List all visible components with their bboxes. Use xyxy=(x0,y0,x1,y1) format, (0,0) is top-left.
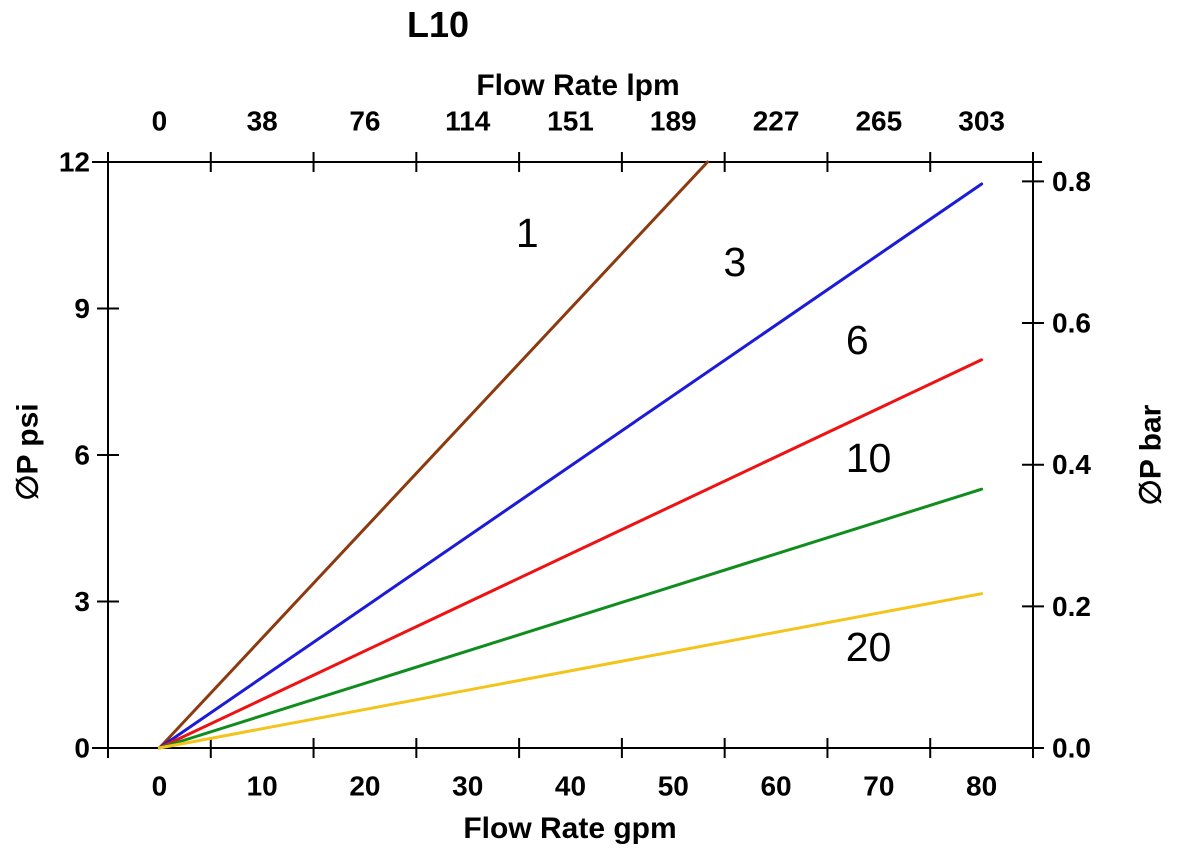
bottom-tick-label: 10 xyxy=(247,771,278,802)
top-tick-label: 151 xyxy=(547,106,594,137)
top-tick-label: 114 xyxy=(445,106,491,137)
top-tick-label: 76 xyxy=(349,106,380,137)
series-group xyxy=(157,160,984,750)
left-tick-label: 6 xyxy=(74,440,90,471)
left-tick-label: 3 xyxy=(74,586,90,617)
top-tick-label: 227 xyxy=(753,106,800,137)
top-axis-title: Flow Rate lpm xyxy=(476,69,680,102)
series-label-6: 6 xyxy=(846,317,869,363)
left-tick-label: 0 xyxy=(74,733,90,764)
series-label-1: 1 xyxy=(516,210,539,256)
bottom-tick-label: 80 xyxy=(966,771,997,802)
series-line-1 xyxy=(157,160,710,750)
right-tick-label: 0.2 xyxy=(1052,591,1091,622)
right-tick-label: 0.6 xyxy=(1052,308,1091,339)
top-tick-label: 189 xyxy=(650,106,697,137)
bottom-tick-label: 30 xyxy=(452,771,483,802)
series-line-6 xyxy=(157,358,984,750)
bottom-tick-label: 20 xyxy=(349,771,380,802)
right-tick-label: 0.0 xyxy=(1052,733,1091,764)
bottom-tick-label: 60 xyxy=(760,771,791,802)
series-line-3 xyxy=(157,182,984,750)
bottom-axis-title: Flow Rate gpm xyxy=(463,812,677,845)
chart-title: L10 xyxy=(406,4,470,45)
right-tick-label: 0.8 xyxy=(1052,166,1091,197)
axes-group xyxy=(92,152,1044,758)
left-tick-label: 9 xyxy=(74,293,90,324)
bottom-tick-label: 70 xyxy=(863,771,894,802)
tick-labels-group: 0010382076301144015150189602277026580303… xyxy=(59,106,1092,802)
series-label-20: 20 xyxy=(846,624,892,670)
series-label-3: 3 xyxy=(724,239,747,285)
top-tick-label: 303 xyxy=(958,106,1005,137)
left-tick-label: 12 xyxy=(59,147,90,178)
series-label-10: 10 xyxy=(846,435,892,481)
bottom-tick-label: 0 xyxy=(152,771,168,802)
series-line-10 xyxy=(157,487,984,750)
series-line-20 xyxy=(157,592,984,750)
series-labels-group: 1 3 6 10 20 xyxy=(516,210,891,670)
right-tick-label: 0.4 xyxy=(1052,449,1091,480)
bottom-tick-label: 50 xyxy=(658,771,689,802)
top-tick-label: 0 xyxy=(152,106,168,137)
top-tick-label: 265 xyxy=(855,106,902,137)
top-tick-label: 38 xyxy=(247,106,278,137)
bottom-tick-label: 40 xyxy=(555,771,586,802)
